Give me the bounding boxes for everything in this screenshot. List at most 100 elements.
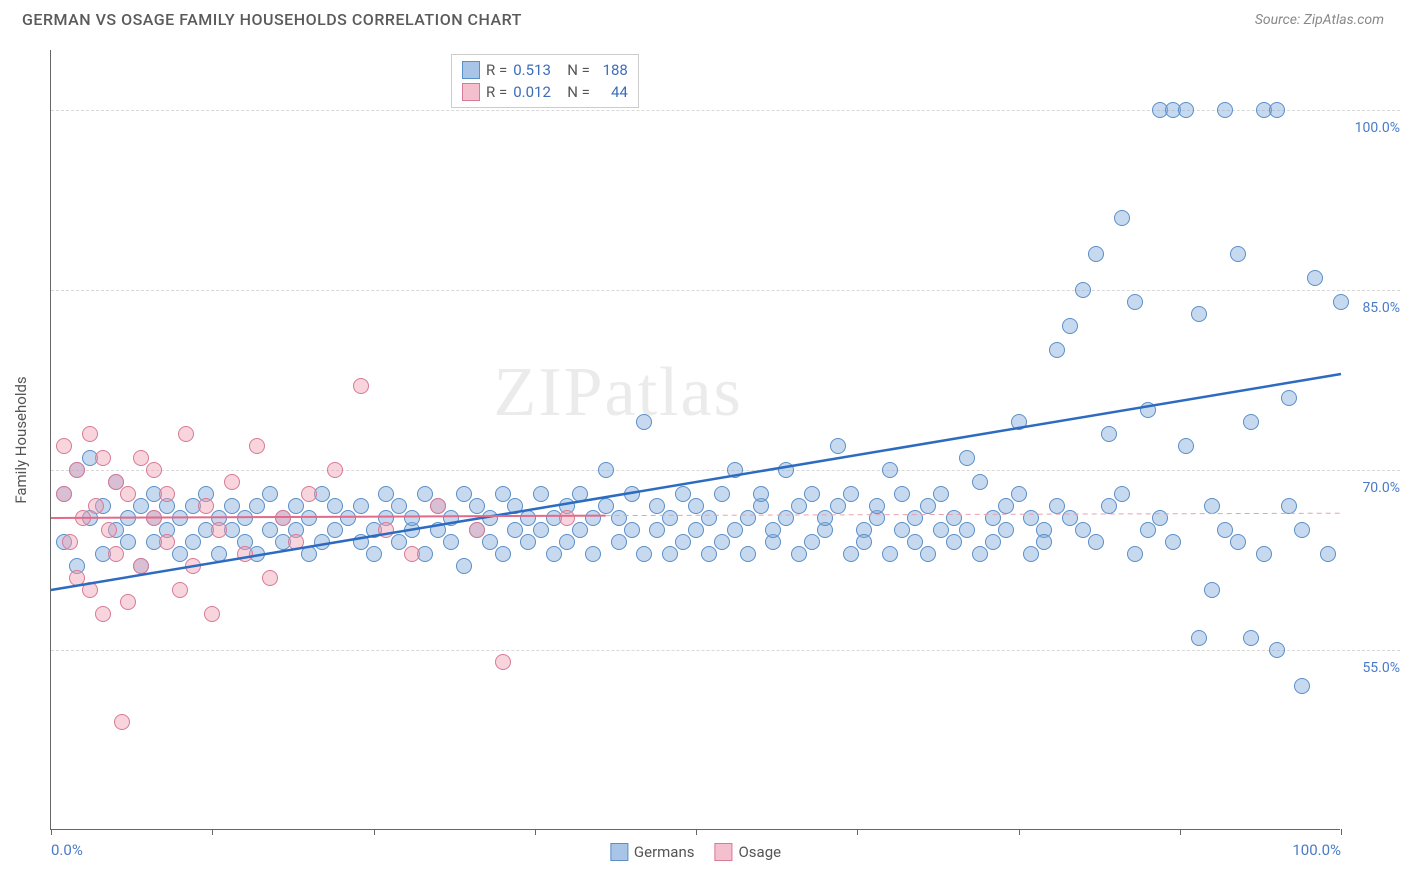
data-point (830, 498, 846, 514)
x-tick-label: 0.0% (51, 841, 83, 859)
data-point (1023, 546, 1039, 562)
data-point (211, 522, 227, 538)
x-tick (535, 829, 536, 835)
data-point (882, 462, 898, 478)
legend-swatch (462, 61, 480, 79)
data-point (1011, 486, 1027, 502)
data-point (662, 510, 678, 526)
data-point (159, 534, 175, 550)
legend-swatch (610, 843, 628, 861)
x-tick (1180, 829, 1181, 835)
data-point (1075, 522, 1091, 538)
data-point (178, 426, 194, 442)
data-point (495, 486, 511, 502)
stat-label-r: R = (486, 83, 507, 101)
data-point (804, 486, 820, 502)
data-point (843, 486, 859, 502)
data-point (82, 426, 98, 442)
data-point (353, 498, 369, 514)
data-point (327, 498, 343, 514)
data-point (1152, 510, 1168, 526)
data-point (469, 498, 485, 514)
data-point (262, 570, 278, 586)
data-point (946, 510, 962, 526)
data-point (507, 522, 523, 538)
data-point (172, 510, 188, 526)
data-point (1307, 270, 1323, 286)
data-point (146, 510, 162, 526)
data-point (1333, 294, 1349, 310)
data-point (172, 546, 188, 562)
data-point (1217, 102, 1233, 118)
data-point (1062, 510, 1078, 526)
stat-label-n: N = (567, 61, 590, 79)
data-point (636, 546, 652, 562)
gridline (51, 650, 1400, 651)
data-point (1281, 498, 1297, 514)
data-point (1088, 534, 1104, 550)
data-point (495, 654, 511, 670)
data-point (353, 534, 369, 550)
data-point (88, 498, 104, 514)
data-point (959, 522, 975, 538)
data-point (882, 546, 898, 562)
data-point (675, 486, 691, 502)
data-point (1217, 522, 1233, 538)
x-tick (212, 829, 213, 835)
data-point (624, 486, 640, 502)
data-point (301, 486, 317, 502)
data-point (662, 546, 678, 562)
data-point (1294, 522, 1310, 538)
chart-title: GERMAN VS OSAGE FAMILY HOUSEHOLDS CORREL… (22, 10, 522, 29)
data-point (920, 546, 936, 562)
x-tick (374, 829, 375, 835)
data-point (933, 522, 949, 538)
y-tick-label: 55.0% (1362, 660, 1400, 676)
data-point (791, 546, 807, 562)
data-point (185, 558, 201, 574)
data-point (1127, 546, 1143, 562)
data-point (1140, 402, 1156, 418)
data-point (585, 546, 601, 562)
data-point (456, 558, 472, 574)
data-point (82, 582, 98, 598)
data-point (572, 522, 588, 538)
data-point (598, 462, 614, 478)
data-point (572, 486, 588, 502)
data-point (920, 498, 936, 514)
data-point (1140, 522, 1156, 538)
data-point (1230, 534, 1246, 550)
data-point (985, 510, 1001, 526)
source-label: Source: ZipAtlas.com (1255, 12, 1384, 28)
y-axis-label: Family Households (12, 376, 30, 503)
data-point (740, 510, 756, 526)
data-point (533, 486, 549, 502)
data-point (546, 546, 562, 562)
data-point (946, 534, 962, 550)
data-point (727, 522, 743, 538)
data-point (443, 510, 459, 526)
data-point (894, 522, 910, 538)
data-point (120, 534, 136, 550)
data-point (1165, 534, 1181, 550)
data-point (133, 498, 149, 514)
stat-value-n: 188 (596, 61, 628, 79)
data-point (1023, 510, 1039, 526)
data-point (701, 510, 717, 526)
data-point (146, 462, 162, 478)
data-point (778, 462, 794, 478)
x-tick (1341, 829, 1342, 835)
data-point (56, 486, 72, 502)
data-point (1191, 306, 1207, 322)
data-point (817, 510, 833, 526)
data-point (327, 522, 343, 538)
gridline (51, 290, 1400, 291)
data-point (495, 546, 511, 562)
data-point (159, 486, 175, 502)
data-point (1101, 426, 1117, 442)
y-tick-label: 100.0% (1355, 120, 1400, 136)
data-point (1204, 498, 1220, 514)
y-tick-label: 70.0% (1362, 480, 1400, 496)
gridline (51, 470, 1400, 471)
data-point (520, 510, 536, 526)
